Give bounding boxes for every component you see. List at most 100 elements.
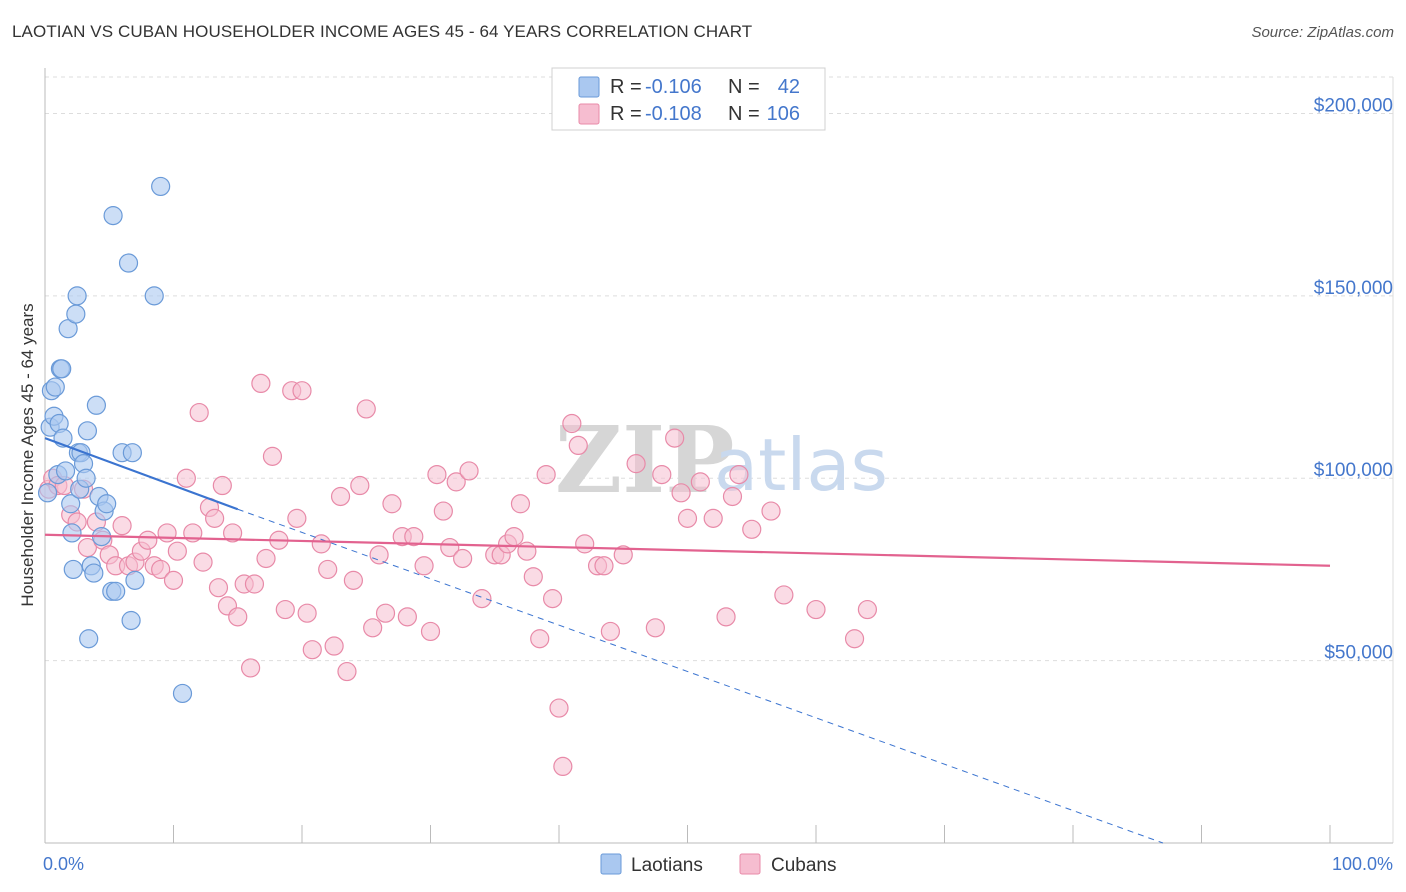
bottom-legend-swatch-laotian <box>600 853 622 875</box>
laotian-point <box>172 683 193 704</box>
cuban-point <box>212 475 232 496</box>
cuban-point <box>205 508 225 528</box>
legend-swatch-laotian <box>578 76 600 98</box>
cuban-point <box>703 508 723 528</box>
legend-swatch-cuban <box>578 103 600 125</box>
axes <box>44 68 1393 844</box>
cuban-point <box>517 541 537 561</box>
laotian-point <box>76 468 96 488</box>
cuban-point <box>806 599 826 620</box>
cuban-point <box>472 589 492 609</box>
cuban-point <box>553 756 573 777</box>
cuban-point <box>382 494 402 514</box>
cuban-point <box>228 607 248 627</box>
cuban-point <box>645 618 665 638</box>
cuban-point <box>151 559 171 580</box>
bottom-legend-cubans: Cubans <box>771 855 837 876</box>
y-tick-label: $200,000 <box>1314 95 1393 116</box>
cuban-point <box>244 574 265 594</box>
cuban-point <box>157 523 177 543</box>
legend-n-label-laotian: N = <box>728 76 760 98</box>
cuban-point <box>404 526 424 547</box>
laotian-point <box>61 494 81 514</box>
laotian-point <box>63 559 83 580</box>
cuban-point <box>193 552 213 572</box>
chart-title: LAOTIAN VS CUBAN HOUSEHOLDER INCOME AGES… <box>12 22 753 41</box>
laotian-point <box>121 610 141 631</box>
cuban-point <box>504 526 524 547</box>
laotian-point <box>77 421 98 441</box>
laotian-point <box>52 359 72 379</box>
cuban-point <box>665 428 685 448</box>
laotian-point <box>66 304 86 324</box>
cuban-point <box>523 567 543 587</box>
cuban-point <box>163 570 184 590</box>
cuban-point <box>287 508 307 528</box>
cuban-point <box>453 548 473 569</box>
laotian-point <box>67 286 87 306</box>
cuban-point <box>330 486 351 507</box>
laotian-point <box>103 206 123 226</box>
cuban-point <box>510 494 531 514</box>
cuban-point <box>189 402 209 423</box>
legend-r-value-laotian: -0.106 <box>645 76 702 98</box>
cuban-point <box>397 607 417 627</box>
cuban-point <box>256 548 276 569</box>
laotian-point <box>86 395 107 415</box>
cuban-point <box>363 618 383 638</box>
laotian-point <box>106 581 126 601</box>
cuban-point <box>167 541 187 561</box>
cuban-point <box>761 501 781 521</box>
cuban-points <box>39 373 878 777</box>
legend-n-label-cuban: N = <box>728 103 760 125</box>
cuban-point <box>324 636 344 656</box>
cuban-point <box>302 640 322 660</box>
bottom-legend-laotians: Laotians <box>631 855 703 876</box>
cuban-point <box>844 629 865 649</box>
cuban-point <box>241 658 261 678</box>
cuban-point <box>77 537 98 558</box>
laotian-trend-line <box>44 437 239 511</box>
gridlines <box>45 76 1394 843</box>
cuban-point <box>337 661 357 682</box>
laotian-trend-extension <box>237 508 1164 844</box>
legend-n-value-cuban: 106 <box>767 103 800 125</box>
laotian-point <box>97 494 117 514</box>
laotian-point <box>151 176 171 197</box>
x-tick-label-min: 0.0% <box>43 854 84 874</box>
laotian-point <box>62 523 82 543</box>
source-label: Source: ZipAtlas.com <box>1251 24 1394 41</box>
cuban-point <box>414 556 434 576</box>
cuban-point <box>427 464 447 485</box>
laotian-points <box>37 176 193 704</box>
cuban-point <box>369 545 389 565</box>
legend-r-label-cuban: R = <box>610 103 642 125</box>
cuban-point <box>297 603 317 623</box>
cuban-point <box>716 607 736 627</box>
top-legend: R = -0.106 N = 42 R = -0.108 N = 106 <box>551 67 826 131</box>
cuban-point <box>420 621 441 642</box>
cuban-point <box>671 483 691 503</box>
watermark-atlas: atlas <box>714 423 888 507</box>
y-tick-label: $100,000 <box>1314 460 1393 481</box>
y-tick-label: $150,000 <box>1314 278 1393 299</box>
x-axis-labels: 0.0% 100.0% <box>43 854 1393 874</box>
cuban-point <box>112 516 132 536</box>
laotian-point <box>45 377 65 397</box>
cuban-point <box>774 585 794 605</box>
cuban-point <box>594 556 614 576</box>
cuban-point <box>652 464 672 485</box>
cuban-point <box>568 435 588 456</box>
cuban-point <box>600 621 621 642</box>
cuban-point <box>530 629 550 649</box>
cuban-point <box>722 486 743 507</box>
cuban-point <box>542 589 563 609</box>
legend-n-value-laotian: 42 <box>778 76 800 98</box>
bottom-legend: Laotians Cubans <box>600 853 837 876</box>
legend-r-value-cuban: -0.108 <box>645 103 702 125</box>
cuban-point <box>562 413 582 434</box>
laotian-point <box>125 570 145 590</box>
cuban-point <box>446 472 466 492</box>
cuban-point <box>857 599 878 620</box>
